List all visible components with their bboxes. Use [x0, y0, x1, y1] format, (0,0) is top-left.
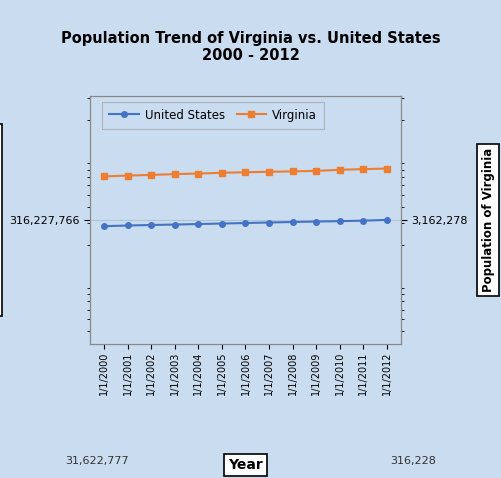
Virginia: [266, 169, 272, 174]
United States: [337, 218, 343, 224]
Virginia: [125, 173, 131, 178]
Virginia: [290, 169, 296, 174]
Legend: United States, Virginia: United States, Virginia: [102, 101, 324, 129]
United States: [148, 222, 154, 228]
Virginia: [360, 166, 366, 172]
United States: [101, 223, 107, 229]
Virginia: [313, 168, 319, 174]
Virginia: [242, 169, 248, 175]
United States: [172, 222, 178, 228]
United States: [195, 221, 201, 227]
Y-axis label: Population of Virginia: Population of Virginia: [481, 148, 494, 292]
Text: 316,228: 316,228: [390, 456, 436, 466]
X-axis label: Year: Year: [228, 458, 263, 472]
United States: [313, 218, 319, 224]
Virginia: [384, 166, 390, 172]
United States: [219, 221, 225, 227]
United States: [125, 223, 131, 228]
United States: [290, 219, 296, 225]
United States: [360, 218, 366, 224]
United States: [384, 217, 390, 223]
Virginia: [219, 170, 225, 175]
Virginia: [172, 171, 178, 177]
Text: 31,622,777: 31,622,777: [65, 456, 129, 466]
Virginia: [337, 167, 343, 173]
Line: United States: United States: [102, 217, 389, 229]
United States: [266, 219, 272, 225]
United States: [242, 220, 248, 226]
Text: Population Trend of Virginia vs. United States
2000 - 2012: Population Trend of Virginia vs. United …: [61, 31, 440, 64]
Virginia: [195, 171, 201, 176]
Virginia: [101, 174, 107, 179]
Line: Virginia: Virginia: [102, 166, 389, 179]
Virginia: [148, 172, 154, 178]
